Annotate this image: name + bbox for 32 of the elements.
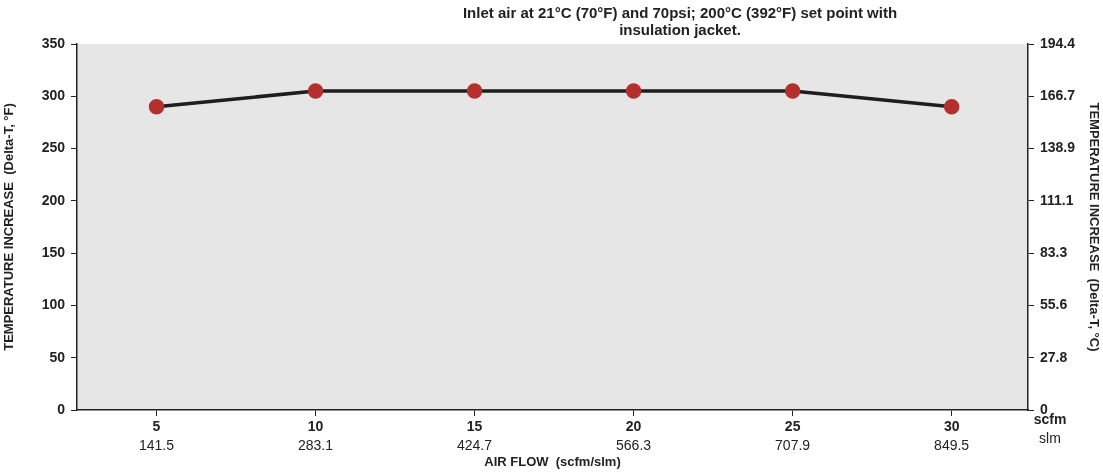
x2-tick-label: 424.7 <box>456 437 493 454</box>
y-tick-label: 350 <box>41 34 66 51</box>
y-tick-label: 250 <box>41 139 66 156</box>
y2-tick-label: 27.8 <box>1040 348 1068 365</box>
y2-axis-title: TEMPERATURE INCREASE (Delta-T, °C) <box>1086 102 1102 352</box>
x2-tick-label: 283.1 <box>297 437 334 454</box>
y2-tick-label: 166.7 <box>1040 87 1076 104</box>
x2-tick-label: 707.9 <box>775 437 811 454</box>
x-tick-label: 10 <box>307 418 324 435</box>
x2-tick-label: 141.5 <box>138 437 175 454</box>
y-axis-title: TEMPERATURE INCREASE (Delta-T, °F) <box>1 103 17 351</box>
text: slm <box>1039 429 1061 446</box>
x2-tick-label: 566.3 <box>616 437 652 454</box>
x-tick-label: 15 <box>466 418 483 435</box>
x-tick-label: 5 <box>152 418 161 435</box>
x-tick-label: 20 <box>625 418 642 435</box>
y-tick-label: 0 <box>57 400 66 417</box>
x-axis-title: AIR FLOW (scfm/slm) <box>484 453 621 469</box>
y-tick-label: 300 <box>41 87 66 104</box>
y2-tick-label: 194.4 <box>1040 34 1076 51</box>
x2-tick-label: 849.5 <box>934 437 970 454</box>
y-tick-label: 100 <box>41 296 66 313</box>
y-tick-label: 200 <box>41 191 66 208</box>
x-tick-label: 30 <box>943 418 960 435</box>
x-tick-label: 25 <box>784 418 801 435</box>
y-tick-label: 150 <box>41 244 66 260</box>
y2-tick-label: 55.6 <box>1040 296 1068 313</box>
y-tick-label: 50 <box>49 348 66 365</box>
y2-tick-label: 138.9 <box>1040 139 1076 156</box>
y2-tick-label: 83.3 <box>1040 244 1068 261</box>
chart-title: Inlet air at 21°C (70°F) and 70psi; 200°C (392°F) set point with insulation jacket. <box>461 4 899 38</box>
y2-tick-label: 111.1 <box>1040 191 1074 208</box>
